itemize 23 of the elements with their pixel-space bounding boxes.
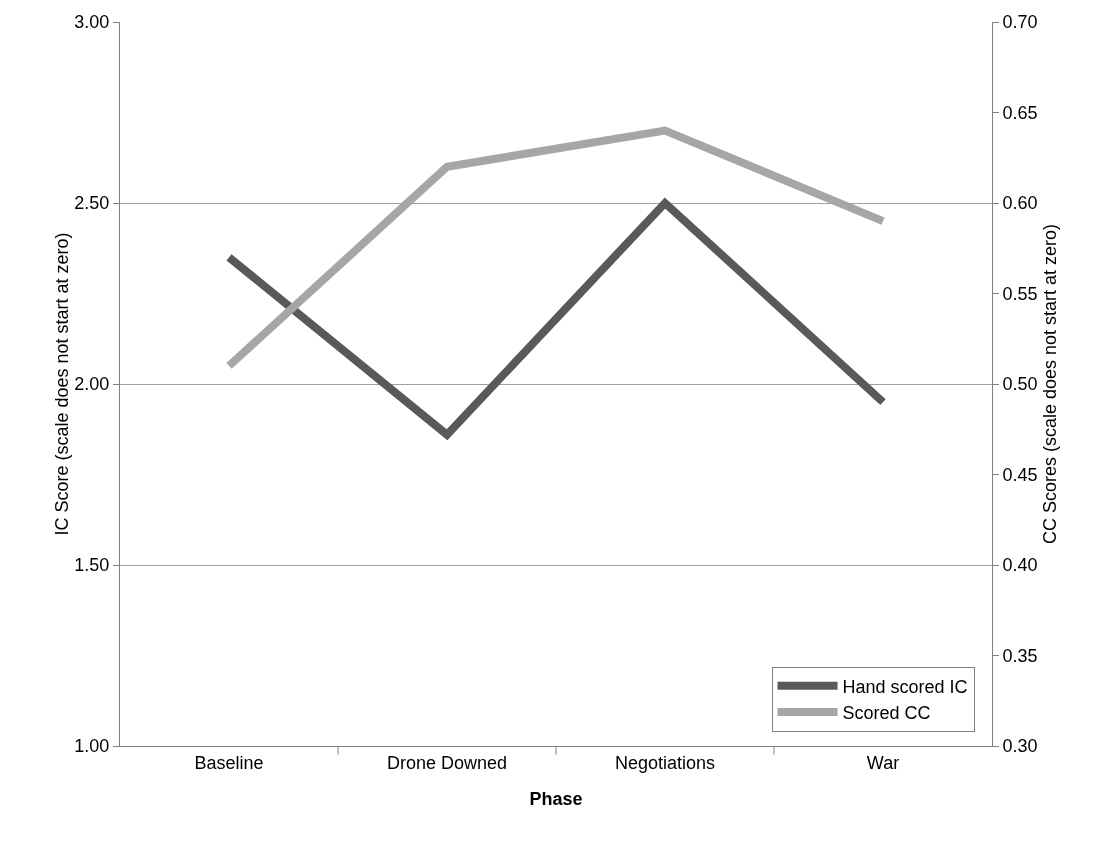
- x-tick-label: Baseline: [194, 752, 264, 773]
- y2-tick-label: 0.60: [1002, 193, 1038, 214]
- x-axis-title: Phase: [529, 788, 583, 809]
- y2-axis-title: CC Scores (scale does not start at zero): [1039, 223, 1060, 545]
- y-tick-label: 1.00: [74, 736, 110, 757]
- legend-label: Scored CC: [842, 703, 931, 724]
- y2-tick-label: 0.65: [1002, 102, 1038, 123]
- y2-tick-label: 0.40: [1002, 555, 1038, 576]
- y2-tick-label: 0.45: [1002, 464, 1038, 485]
- x-tick-label: War: [866, 752, 900, 773]
- x-tick-label: Negotiations: [614, 752, 716, 773]
- y2-tick-label: 0.35: [1002, 645, 1038, 666]
- legend-label: Hand scored IC: [842, 676, 968, 697]
- y-tick-label: 2.50: [74, 193, 110, 214]
- y-axis-title: IC Score (scale does not start at zero): [52, 232, 73, 536]
- y2-tick-label: 0.50: [1002, 374, 1038, 395]
- y2-tick-label: 0.55: [1002, 283, 1038, 304]
- x-tick-label: Drone Downed: [386, 752, 508, 773]
- y2-tick-label: 0.30: [1002, 736, 1038, 757]
- y-tick-label: 3.00: [74, 12, 110, 33]
- y2-tick-label: 0.70: [1002, 12, 1038, 33]
- y-tick-label: 1.50: [74, 555, 110, 576]
- y-tick-label: 2.00: [74, 374, 110, 395]
